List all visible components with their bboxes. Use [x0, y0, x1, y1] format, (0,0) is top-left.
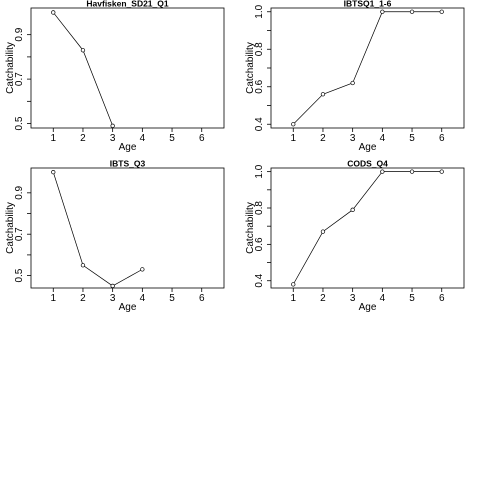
- y-tick-label: 0.6: [254, 237, 265, 251]
- x-tick-label: 5: [409, 293, 415, 304]
- x-tick-label: 2: [80, 133, 86, 144]
- y-tick-label: 0.9: [14, 185, 25, 199]
- plot-frame: [30, 167, 225, 289]
- data-point: [409, 9, 415, 14]
- series-line: [52, 172, 143, 287]
- y-tick-label: 0.9: [14, 27, 25, 41]
- data-point: [350, 80, 355, 86]
- data-point: [380, 9, 385, 14]
- y-axis-label: Catchability: [245, 202, 256, 254]
- data-point: [51, 169, 56, 175]
- y-axis-label: Catchability: [245, 42, 256, 94]
- x-tick-label: 4: [140, 293, 146, 304]
- series-line: [293, 11, 442, 125]
- chart-title: CODS_Q4: [347, 159, 388, 169]
- x-axis-label: Age: [119, 302, 137, 313]
- x-tick-label: 5: [169, 133, 175, 144]
- y-tick-label: 0.4: [254, 117, 265, 131]
- data-point: [291, 282, 296, 287]
- data-point: [140, 267, 145, 272]
- y-tick-label: 0.5: [14, 116, 25, 130]
- data-point: [320, 92, 326, 97]
- x-tick-label: 5: [169, 293, 175, 304]
- data-point: [409, 169, 415, 174]
- data-point: [320, 229, 326, 234]
- x-tick-label: 3: [110, 133, 116, 144]
- x-tick-label: 6: [439, 133, 445, 144]
- x-tick-label: 4: [380, 293, 386, 304]
- panel-1: Havfisken_SD21_Q1 1 2 3 4 5 6 Age 0.5 0.7 0.9Catch…: [5, 0, 225, 153]
- y-tick-label: 0.6: [254, 79, 265, 93]
- x-tick-label: 1: [50, 133, 56, 144]
- x-axis-label: Age: [359, 302, 377, 313]
- data-point: [291, 122, 296, 127]
- x-tick-label: 2: [320, 133, 326, 144]
- data-point: [439, 9, 444, 14]
- y-tick-label: 1.0: [254, 4, 265, 18]
- y-tick-label: 0.8: [254, 42, 265, 56]
- data-point: [380, 169, 385, 174]
- y-tick-label: 0.5: [14, 268, 25, 282]
- data-point: [80, 48, 86, 53]
- chart-title: IBTSQ1_1-6: [344, 0, 392, 9]
- y-axis-label: Catchability: [5, 42, 16, 94]
- x-tick-label: 2: [80, 293, 86, 304]
- x-axis-label: Age: [359, 142, 377, 153]
- x-tick-label: 3: [110, 293, 116, 304]
- panel-2: IBTSQ1_1-6 1 2 3 4 5 6 Age 0.4 0.6 0.8 1.0 Catchabil…: [245, 0, 465, 153]
- y-tick-label: 0.7: [14, 72, 25, 86]
- x-tick-label: 4: [380, 133, 386, 144]
- plot-frame: [30, 7, 225, 129]
- chart-title: IBTS_Q3: [110, 159, 146, 169]
- y-tick-label: 0.7: [14, 227, 25, 241]
- chart-title: Havfisken_SD21_Q1: [86, 0, 168, 9]
- data-point: [110, 123, 115, 128]
- x-tick-label: 2: [320, 293, 326, 304]
- data-point: [439, 169, 444, 174]
- x-tick-label: 1: [290, 293, 296, 304]
- plot-frame: [270, 7, 465, 129]
- panel-3: IBTS_Q3 1 2 3 4 5 6 Age 0.5 0.7 0.9 Catchability: [5, 159, 225, 313]
- data-point: [110, 283, 115, 289]
- y-tick-label: 1.0: [254, 164, 265, 178]
- x-tick-label: 6: [439, 293, 445, 304]
- x-tick-label: 1: [290, 133, 296, 144]
- data-point: [80, 263, 86, 268]
- x-tick-label: 3: [350, 293, 356, 304]
- x-tick-label: 4: [140, 133, 146, 144]
- series-line: [52, 12, 113, 126]
- x-tick-label: 3: [350, 133, 356, 144]
- data-point: [51, 10, 56, 15]
- data-point: [350, 207, 355, 212]
- x-tick-label: 6: [199, 133, 205, 144]
- panel-4: CODS_Q4 1 2 3 4 5 6 Age 0.4 0.6 0.8 1.0 Catchability: [245, 159, 465, 313]
- plot-frame: [270, 167, 465, 289]
- y-tick-label: 0.4: [254, 273, 265, 287]
- y-tick-label: 0.8: [254, 201, 265, 215]
- x-tick-label: 6: [199, 293, 205, 304]
- x-tick-label: 5: [409, 133, 415, 144]
- x-axis-label: Age: [119, 142, 137, 153]
- x-tick-label: 1: [50, 293, 56, 304]
- series-line: [292, 171, 442, 285]
- y-axis-label: Catchability: [5, 202, 16, 254]
